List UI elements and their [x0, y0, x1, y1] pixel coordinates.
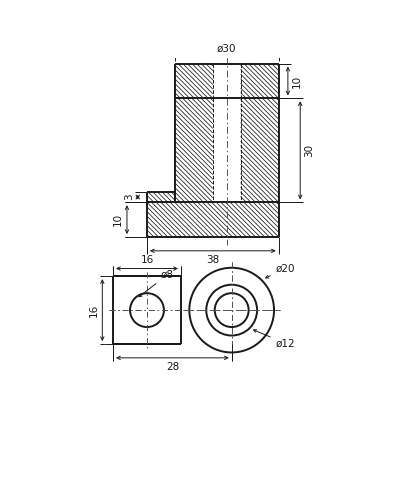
Text: 10: 10 [113, 213, 123, 226]
Text: 16: 16 [89, 303, 99, 317]
Text: ø8: ø8 [139, 270, 174, 297]
Text: 16: 16 [140, 255, 154, 265]
Text: 28: 28 [166, 362, 179, 372]
Text: 30: 30 [304, 144, 314, 157]
Text: 38: 38 [206, 255, 220, 265]
Text: 10: 10 [292, 74, 302, 87]
Text: ø12: ø12 [253, 330, 295, 348]
Text: ø30: ø30 [217, 44, 236, 53]
Text: ø20: ø20 [266, 263, 295, 278]
Text: 3: 3 [124, 194, 134, 200]
